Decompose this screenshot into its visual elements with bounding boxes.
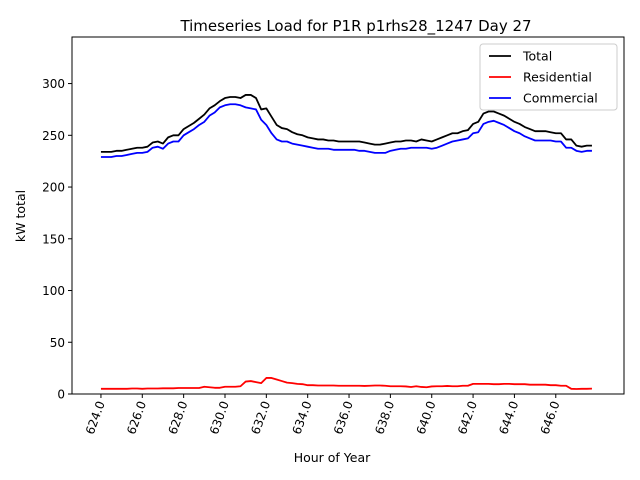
- y-tick-label: 50: [50, 336, 65, 350]
- x-tick-label: 624.0: [83, 399, 108, 436]
- x-tick-label: 626.0: [124, 399, 149, 436]
- y-tick-label: 300: [42, 77, 65, 91]
- x-tick-label: 640.0: [414, 399, 439, 436]
- x-tick-label: 636.0: [331, 399, 356, 436]
- plot-area: [71, 36, 625, 395]
- y-tick-label: 150: [42, 232, 65, 246]
- x-axis-label: Hour of Year: [294, 450, 371, 465]
- axes-frame: [71, 36, 625, 395]
- legend-label-commercial: Commercial: [523, 91, 598, 106]
- series-line-total: [100, 94, 592, 153]
- x-tick-label: 642.0: [455, 399, 480, 436]
- legend: Total Residential Commercial: [479, 43, 618, 111]
- chart-title: Timeseries Load for P1R p1rhs28_1247 Day…: [179, 17, 531, 36]
- x-tick-label: 632.0: [248, 399, 273, 436]
- x-tick-label: 646.0: [538, 399, 563, 436]
- x-tick-label: 644.0: [496, 399, 521, 436]
- y-tick-label: 0: [57, 388, 65, 402]
- x-tick-label: 638.0: [372, 399, 397, 436]
- y-tick-label: 100: [42, 284, 65, 298]
- legend-box: [479, 43, 618, 111]
- y-axis-label: kW total: [13, 190, 28, 242]
- y-tick-label: 200: [42, 181, 65, 195]
- legend-label-residential: Residential: [523, 70, 592, 85]
- legend-label-total: Total: [522, 49, 552, 64]
- x-tick-label: 630.0: [207, 399, 232, 436]
- x-tick-label: 628.0: [166, 399, 191, 436]
- series-line-residential: [100, 377, 592, 390]
- series-line-commercial: [100, 103, 592, 158]
- x-tick-label: 634.0: [290, 399, 315, 436]
- y-tick-label: 250: [42, 129, 65, 143]
- y-axis-ticks: 0 50 100 150 200 250 300: [42, 77, 72, 402]
- x-axis-ticks: 624.0 626.0 628.0 630.0 632.0 634.0 636.0 638.0…: [83, 394, 563, 436]
